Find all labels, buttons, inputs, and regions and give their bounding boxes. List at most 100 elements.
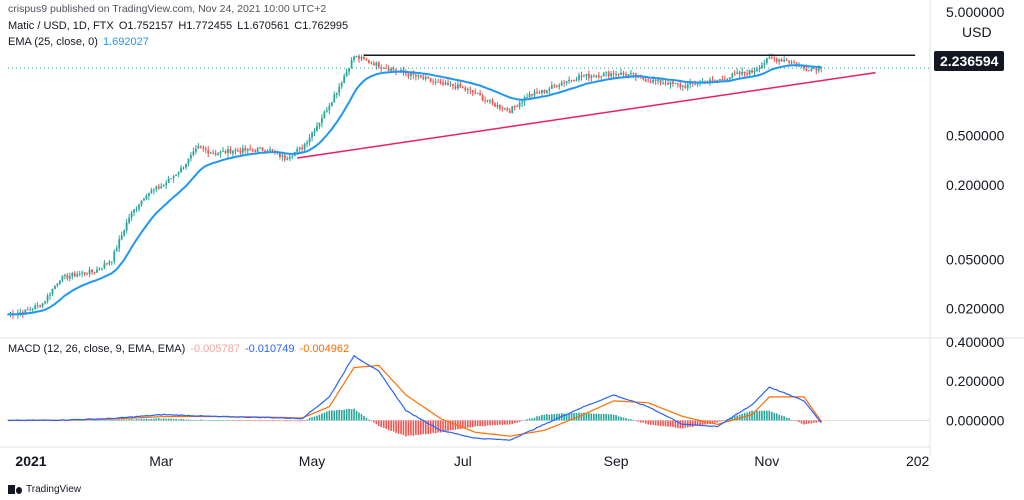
candle bbox=[419, 74, 422, 79]
candle bbox=[365, 57, 368, 61]
macd-histogram-bar bbox=[246, 420, 249, 421]
candle-body bbox=[222, 150, 224, 152]
candle bbox=[526, 93, 528, 98]
macd-label[interactable]: MACD (12, 26, close, 9, EMA, EMA) bbox=[8, 343, 186, 355]
macd-histogram-bar bbox=[145, 418, 148, 421]
candle bbox=[160, 182, 163, 189]
candle-body bbox=[414, 74, 417, 77]
macd-histogram-bar bbox=[153, 418, 155, 421]
candle bbox=[456, 80, 459, 91]
ema-value: 1.692027 bbox=[102, 36, 149, 48]
candle bbox=[583, 74, 585, 78]
candle bbox=[424, 73, 427, 82]
candle bbox=[190, 152, 192, 162]
macd-histogram-bar bbox=[813, 420, 815, 423]
macd-histogram-bar bbox=[162, 418, 165, 421]
candle-body bbox=[333, 94, 336, 103]
candle-body bbox=[452, 84, 454, 87]
macd-histogram-bar bbox=[432, 420, 434, 433]
macd-histogram-bar bbox=[207, 419, 210, 421]
candle bbox=[229, 145, 232, 155]
candle bbox=[447, 79, 449, 86]
macd-histogram-bar bbox=[387, 420, 390, 431]
candle-body bbox=[98, 268, 101, 270]
candle bbox=[61, 275, 64, 283]
macd-histogram-bar bbox=[429, 420, 432, 434]
macd-histogram-bar bbox=[348, 408, 350, 421]
candle bbox=[407, 73, 410, 80]
macd-histogram-bar bbox=[177, 419, 180, 421]
ema-label[interactable]: EMA (25, close, 0) bbox=[8, 36, 98, 48]
candle-body bbox=[41, 303, 44, 307]
candle bbox=[592, 74, 595, 78]
candle-body bbox=[652, 79, 655, 83]
candle-body bbox=[46, 295, 49, 302]
price-axis[interactable]: 5.000000 0.500000 0.200000 0.050000 0.020000 bbox=[946, 4, 1005, 316]
macd-histogram-bar bbox=[345, 408, 348, 421]
candle bbox=[429, 77, 432, 83]
macd-histogram-bar bbox=[424, 420, 427, 435]
candle-body bbox=[518, 102, 521, 107]
macd-histogram-bar bbox=[160, 418, 163, 421]
macd-histogram-bar bbox=[763, 410, 766, 421]
candle bbox=[182, 166, 185, 170]
candle bbox=[175, 174, 177, 177]
macd-histogram-bar bbox=[565, 413, 568, 421]
macd-histogram-bar bbox=[395, 420, 397, 433]
candle bbox=[437, 78, 440, 83]
macd-histogram-bar bbox=[363, 416, 365, 421]
candle bbox=[202, 145, 205, 153]
candle bbox=[313, 128, 316, 137]
macd-histogram-bar bbox=[397, 420, 400, 434]
candle-body bbox=[214, 153, 217, 155]
candle-body bbox=[620, 72, 622, 76]
candle-body bbox=[580, 75, 583, 77]
time-axis[interactable]: 2021 Mar May Jul Sep Nov 202 bbox=[15, 453, 929, 469]
macd-histogram-bar bbox=[654, 420, 657, 426]
candle bbox=[385, 64, 388, 70]
candle-body bbox=[44, 301, 46, 304]
candle bbox=[306, 140, 308, 148]
candle bbox=[34, 302, 37, 310]
candle bbox=[807, 69, 810, 72]
candle bbox=[360, 54, 363, 62]
candle bbox=[612, 69, 615, 79]
candle-body bbox=[553, 85, 556, 87]
candle-body bbox=[279, 152, 281, 157]
candle-body bbox=[444, 82, 447, 85]
macd-histogram-bar bbox=[528, 418, 531, 421]
candle bbox=[323, 110, 326, 119]
macd-histogram-bar bbox=[303, 420, 306, 421]
candle bbox=[140, 200, 143, 207]
candle-body bbox=[538, 92, 541, 94]
candle bbox=[390, 66, 393, 72]
symbol-name[interactable]: Matic / USD, 1D, FTX bbox=[8, 20, 114, 32]
macd-histogram-bar bbox=[234, 420, 237, 421]
candle bbox=[439, 78, 442, 85]
macd-tick-label: 0.400000 bbox=[946, 334, 1005, 350]
candle-body bbox=[51, 288, 54, 295]
candle bbox=[738, 70, 741, 79]
candle bbox=[350, 57, 353, 69]
candle bbox=[325, 107, 328, 113]
candle-body bbox=[597, 75, 600, 78]
candle-body bbox=[83, 272, 86, 274]
candle-body bbox=[363, 56, 365, 59]
macd-signal-value: -0.004962 bbox=[299, 343, 350, 355]
candle bbox=[167, 175, 170, 183]
macd-histogram-bar bbox=[229, 420, 232, 421]
macd-histogram-bar bbox=[412, 420, 415, 436]
candle bbox=[548, 86, 551, 95]
candle-body bbox=[407, 73, 410, 76]
candle-body bbox=[138, 205, 140, 209]
candle bbox=[541, 89, 543, 97]
macd-axis[interactable]: 0.400000 0.200000 0.000000 bbox=[946, 334, 1005, 429]
candle-body bbox=[563, 82, 566, 84]
symbol-legend: Matic / USD, 1D, FTX O1.752157 H1.772455… bbox=[8, 20, 348, 32]
candle bbox=[303, 142, 306, 153]
macd-histogram-bar bbox=[469, 420, 472, 428]
candle-body bbox=[496, 105, 499, 107]
candle-body bbox=[194, 148, 197, 152]
candle bbox=[625, 71, 627, 77]
